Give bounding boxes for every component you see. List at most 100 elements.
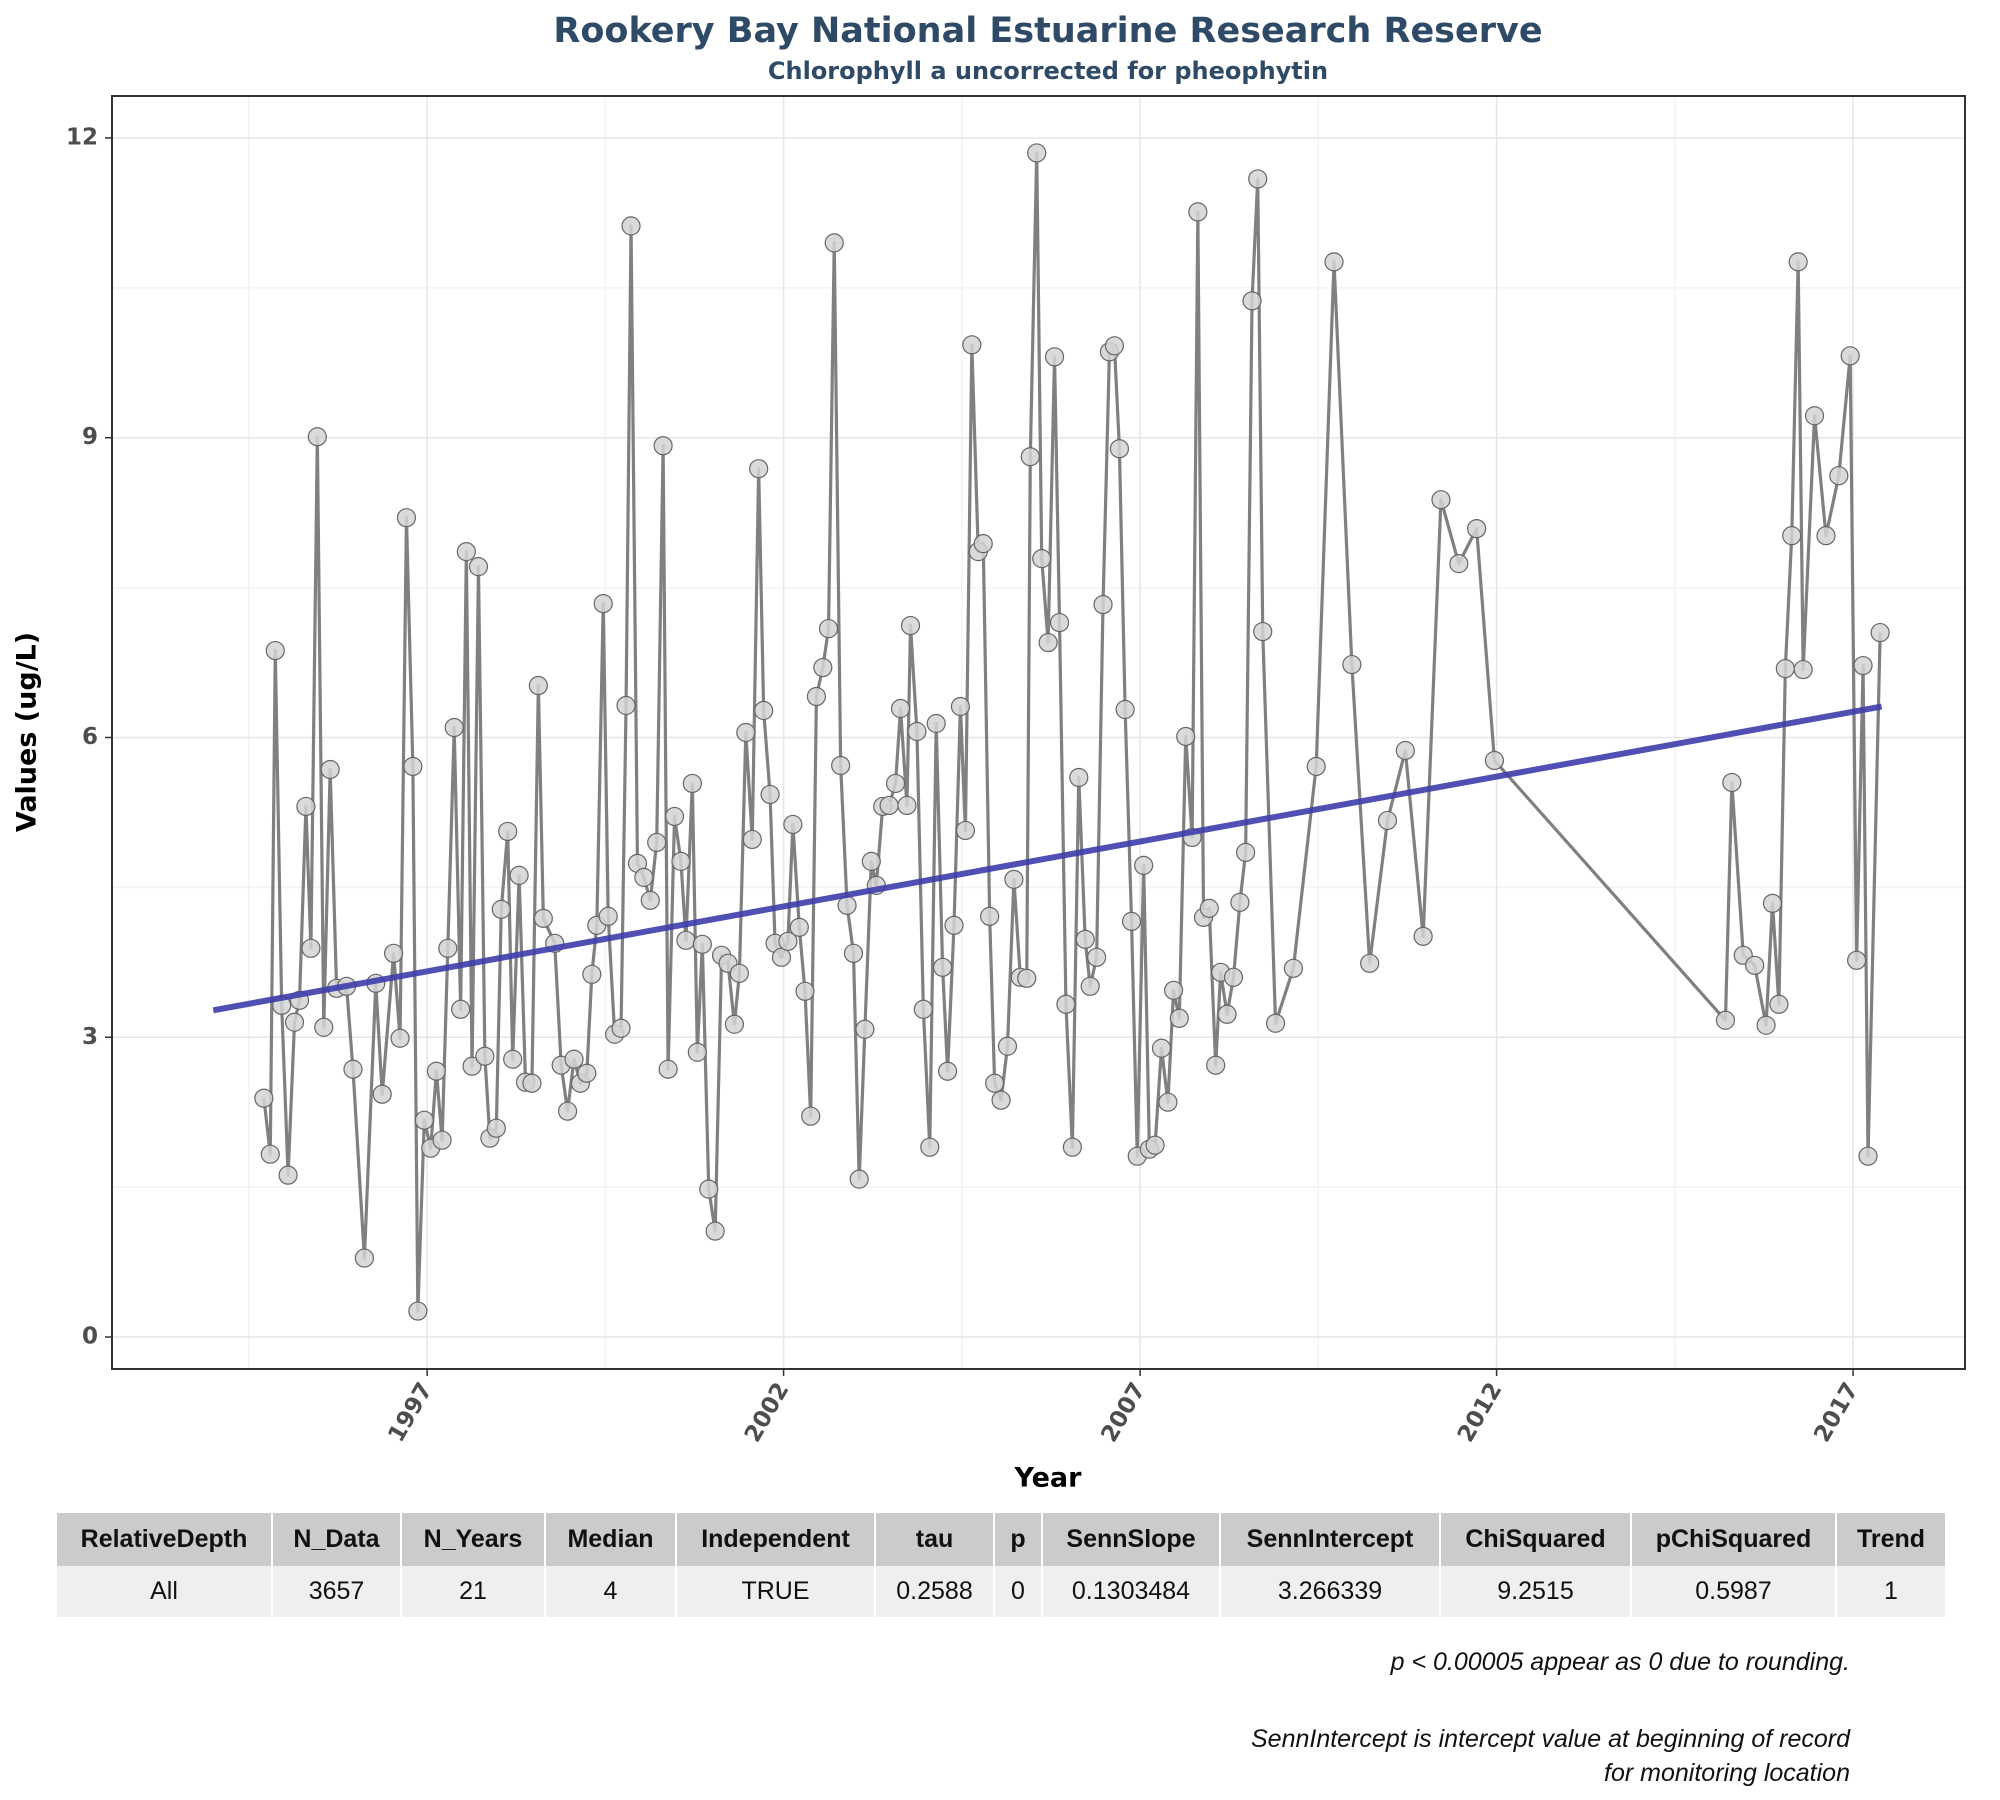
- data-point: [736, 722, 756, 743]
- data-point: [456, 542, 476, 562]
- data-point: [926, 713, 946, 734]
- data-point: [907, 721, 927, 742]
- data-point: [1038, 632, 1058, 653]
- data-point: [795, 981, 815, 1001]
- data-point: [343, 1059, 363, 1079]
- data-point: [1134, 855, 1154, 875]
- table-cell: 3.266339: [1221, 1566, 1439, 1617]
- column-header: RelativeDepth: [57, 1513, 271, 1566]
- data-point: [1793, 659, 1813, 680]
- data-point: [897, 795, 917, 816]
- data-point: [1248, 169, 1268, 189]
- data-point: [254, 1088, 274, 1108]
- table-cell: 21: [402, 1566, 544, 1617]
- column-header: N_Data: [273, 1513, 400, 1566]
- note: p < 0.00005 appear as 0 due to rounding.: [1390, 1648, 1850, 1676]
- data-point: [1075, 929, 1095, 949]
- data-point: [687, 1042, 707, 1062]
- table-cell: 0.1303484: [1043, 1566, 1219, 1617]
- table-cell: 0: [995, 1566, 1041, 1617]
- data-point: [498, 821, 518, 842]
- table-cell: 0.2588: [876, 1566, 993, 1617]
- data-point: [390, 1028, 410, 1048]
- data-point: [1324, 252, 1344, 272]
- chart-title: Rookery Bay National Estuarine Research …: [553, 11, 1542, 51]
- data-point: [955, 820, 976, 841]
- y-tick-label: 9: [82, 424, 98, 450]
- data-point: [676, 930, 696, 950]
- data-point: [1265, 1013, 1286, 1033]
- data-point: [991, 1090, 1011, 1110]
- data-point: [885, 773, 906, 794]
- data-point: [1004, 869, 1024, 889]
- data-point: [307, 427, 327, 447]
- data-point: [582, 964, 602, 984]
- data-point: [528, 675, 548, 696]
- data-point: [843, 943, 864, 963]
- data-point: [403, 756, 423, 777]
- data-point: [682, 773, 702, 794]
- data-point: [1858, 1146, 1878, 1166]
- data-point: [1756, 1015, 1776, 1035]
- data-point: [778, 931, 798, 951]
- data-point: [771, 947, 792, 967]
- data-point: [671, 851, 691, 871]
- chart: Rookery Bay National Estuarine Research …: [12, 11, 1966, 1494]
- data-point: [1253, 621, 1273, 642]
- x-axis-title: Year: [1014, 1463, 1083, 1494]
- data-point: [462, 1056, 482, 1076]
- data-point: [1804, 406, 1825, 426]
- y-tick-label: 3: [82, 1024, 98, 1050]
- data-point: [438, 938, 458, 958]
- data-point: [861, 851, 881, 871]
- data-point: [1080, 976, 1100, 996]
- column-header: tau: [876, 1513, 993, 1566]
- data-point: [824, 233, 844, 253]
- column-header: N_Years: [402, 1513, 544, 1566]
- data-point: [980, 906, 1000, 926]
- data-point: [754, 700, 774, 721]
- table-row: All 3657 21 4 TRUE 0.2588 0 0.1303484 3.266339 9.…: [57, 1566, 1945, 1617]
- data-point: [1169, 1008, 1189, 1028]
- data-point: [749, 459, 769, 479]
- data-point: [1236, 842, 1256, 863]
- data-point: [1199, 898, 1219, 918]
- x-tick-label: 2002: [740, 1378, 795, 1446]
- data-point: [1017, 968, 1037, 988]
- data-point: [1449, 554, 1469, 574]
- column-header: Trend: [1837, 1513, 1945, 1566]
- data-point: [414, 1110, 434, 1130]
- data-point: [320, 759, 340, 780]
- data-point: [278, 1165, 298, 1185]
- data-point: [933, 957, 953, 977]
- data-point: [634, 867, 654, 887]
- data-point: [354, 1248, 374, 1268]
- data-point: [729, 963, 750, 983]
- table-cell: 9.2515: [1441, 1566, 1630, 1617]
- data-point: [664, 806, 685, 827]
- data-point: [522, 1073, 542, 1093]
- data-point: [1230, 892, 1250, 912]
- data-point: [813, 657, 833, 678]
- data-point: [742, 829, 762, 850]
- data-point: [593, 594, 613, 614]
- data-point: [1087, 947, 1107, 967]
- table-body: All 3657 21 4 TRUE 0.2588 0 0.1303484 3.266339 9.…: [57, 1566, 1945, 1617]
- data-point: [879, 795, 899, 816]
- data-point: [1431, 490, 1451, 510]
- data-point: [1306, 756, 1326, 777]
- data-point: [314, 1017, 334, 1037]
- data-point: [621, 216, 641, 236]
- data-point: [265, 640, 285, 661]
- data-point: [1840, 346, 1860, 366]
- data-point: [890, 698, 911, 719]
- data-point: [1093, 595, 1113, 615]
- data-point: [426, 1061, 446, 1081]
- data-point: [1722, 772, 1742, 793]
- data-point: [1788, 252, 1808, 272]
- data-point: [1049, 612, 1070, 633]
- y-tick-label: 0: [82, 1324, 98, 1350]
- data-point: [900, 615, 921, 636]
- data-point: [724, 1014, 745, 1034]
